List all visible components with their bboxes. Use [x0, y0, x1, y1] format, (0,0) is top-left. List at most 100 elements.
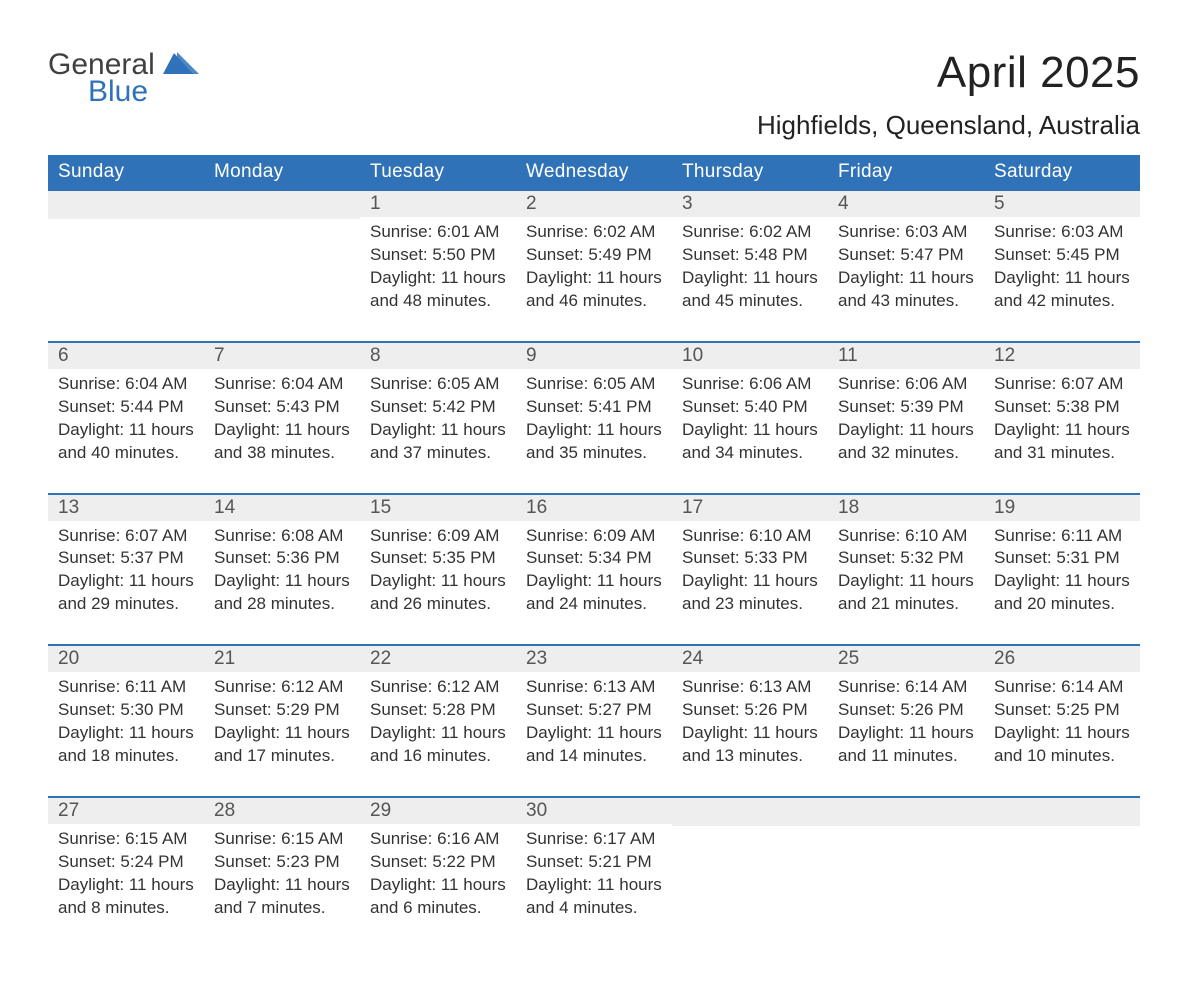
day-cell	[48, 190, 204, 342]
day-cell: 30Sunrise: 6:17 AMSunset: 5:21 PMDayligh…	[516, 797, 672, 948]
daylight-text: Daylight: 11 hours and 6 minutes.	[370, 874, 506, 920]
daylight-text: Daylight: 11 hours and 40 minutes.	[58, 419, 194, 465]
day-cell: 14Sunrise: 6:08 AMSunset: 5:36 PMDayligh…	[204, 494, 360, 646]
day-number: 9	[516, 343, 672, 369]
sunrise-text: Sunrise: 6:08 AM	[214, 525, 350, 548]
sunset-text: Sunset: 5:26 PM	[682, 699, 818, 722]
day-content: Sunrise: 6:11 AMSunset: 5:31 PMDaylight:…	[984, 521, 1140, 617]
day-content: Sunrise: 6:12 AMSunset: 5:28 PMDaylight:…	[360, 672, 516, 768]
sunrise-text: Sunrise: 6:05 AM	[526, 373, 662, 396]
sunrise-text: Sunrise: 6:11 AM	[58, 676, 194, 699]
daylight-text: Daylight: 11 hours and 13 minutes.	[682, 722, 818, 768]
day-number: 21	[204, 646, 360, 672]
day-content: Sunrise: 6:13 AMSunset: 5:27 PMDaylight:…	[516, 672, 672, 768]
sunset-text: Sunset: 5:30 PM	[58, 699, 194, 722]
day-cell: 15Sunrise: 6:09 AMSunset: 5:35 PMDayligh…	[360, 494, 516, 646]
sunrise-text: Sunrise: 6:06 AM	[838, 373, 974, 396]
daylight-text: Daylight: 11 hours and 26 minutes.	[370, 570, 506, 616]
sunrise-text: Sunrise: 6:07 AM	[58, 525, 194, 548]
daylight-text: Daylight: 11 hours and 21 minutes.	[838, 570, 974, 616]
day-number: 4	[828, 191, 984, 217]
day-content: Sunrise: 6:13 AMSunset: 5:26 PMDaylight:…	[672, 672, 828, 768]
day-content: Sunrise: 6:09 AMSunset: 5:34 PMDaylight:…	[516, 521, 672, 617]
daylight-text: Daylight: 11 hours and 37 minutes.	[370, 419, 506, 465]
day-number: 14	[204, 495, 360, 521]
sunset-text: Sunset: 5:50 PM	[370, 244, 506, 267]
sunrise-text: Sunrise: 6:09 AM	[526, 525, 662, 548]
day-cell: 23Sunrise: 6:13 AMSunset: 5:27 PMDayligh…	[516, 645, 672, 797]
sail-icon	[163, 52, 199, 74]
day-cell: 10Sunrise: 6:06 AMSunset: 5:40 PMDayligh…	[672, 342, 828, 494]
daylight-text: Daylight: 11 hours and 48 minutes.	[370, 267, 506, 313]
sunset-text: Sunset: 5:22 PM	[370, 851, 506, 874]
day-content: Sunrise: 6:16 AMSunset: 5:22 PMDaylight:…	[360, 824, 516, 920]
daylight-text: Daylight: 11 hours and 11 minutes.	[838, 722, 974, 768]
daylight-text: Daylight: 11 hours and 18 minutes.	[58, 722, 194, 768]
day-content: Sunrise: 6:03 AMSunset: 5:45 PMDaylight:…	[984, 217, 1140, 313]
daylight-text: Daylight: 11 hours and 14 minutes.	[526, 722, 662, 768]
day-number: 24	[672, 646, 828, 672]
sunrise-text: Sunrise: 6:13 AM	[682, 676, 818, 699]
sunrise-text: Sunrise: 6:12 AM	[214, 676, 350, 699]
week-row: 1Sunrise: 6:01 AMSunset: 5:50 PMDaylight…	[48, 190, 1140, 342]
location-text: Highfields, Queensland, Australia	[757, 110, 1140, 141]
sunset-text: Sunset: 5:23 PM	[214, 851, 350, 874]
header-row: General Blue April 2025 Highfields, Quee…	[48, 48, 1140, 149]
sunset-text: Sunset: 5:48 PM	[682, 244, 818, 267]
day-cell: 17Sunrise: 6:10 AMSunset: 5:33 PMDayligh…	[672, 494, 828, 646]
day-content: Sunrise: 6:07 AMSunset: 5:38 PMDaylight:…	[984, 369, 1140, 465]
sunset-text: Sunset: 5:36 PM	[214, 547, 350, 570]
calendar-page: General Blue April 2025 Highfields, Quee…	[0, 0, 1188, 988]
logo-text: General Blue	[48, 48, 199, 105]
day-content: Sunrise: 6:04 AMSunset: 5:43 PMDaylight:…	[204, 369, 360, 465]
day-content: Sunrise: 6:07 AMSunset: 5:37 PMDaylight:…	[48, 521, 204, 617]
sunrise-text: Sunrise: 6:11 AM	[994, 525, 1130, 548]
sunrise-text: Sunrise: 6:03 AM	[838, 221, 974, 244]
day-cell	[828, 797, 984, 948]
sunset-text: Sunset: 5:29 PM	[214, 699, 350, 722]
sunset-text: Sunset: 5:41 PM	[526, 396, 662, 419]
sunset-text: Sunset: 5:28 PM	[370, 699, 506, 722]
day-number: 7	[204, 343, 360, 369]
sunrise-text: Sunrise: 6:14 AM	[838, 676, 974, 699]
day-cell: 6Sunrise: 6:04 AMSunset: 5:44 PMDaylight…	[48, 342, 204, 494]
day-content: Sunrise: 6:10 AMSunset: 5:32 PMDaylight:…	[828, 521, 984, 617]
sunrise-text: Sunrise: 6:12 AM	[370, 676, 506, 699]
weekday-thursday: Thursday	[672, 155, 828, 190]
daylight-text: Daylight: 11 hours and 10 minutes.	[994, 722, 1130, 768]
day-number: 12	[984, 343, 1140, 369]
daylight-text: Daylight: 11 hours and 43 minutes.	[838, 267, 974, 313]
sunrise-text: Sunrise: 6:17 AM	[526, 828, 662, 851]
title-block: April 2025 Highfields, Queensland, Austr…	[757, 48, 1140, 149]
day-cell: 16Sunrise: 6:09 AMSunset: 5:34 PMDayligh…	[516, 494, 672, 646]
day-content: Sunrise: 6:12 AMSunset: 5:29 PMDaylight:…	[204, 672, 360, 768]
day-cell: 24Sunrise: 6:13 AMSunset: 5:26 PMDayligh…	[672, 645, 828, 797]
day-content: Sunrise: 6:09 AMSunset: 5:35 PMDaylight:…	[360, 521, 516, 617]
day-content: Sunrise: 6:05 AMSunset: 5:41 PMDaylight:…	[516, 369, 672, 465]
day-content: Sunrise: 6:17 AMSunset: 5:21 PMDaylight:…	[516, 824, 672, 920]
week-row: 27Sunrise: 6:15 AMSunset: 5:24 PMDayligh…	[48, 797, 1140, 948]
day-cell: 7Sunrise: 6:04 AMSunset: 5:43 PMDaylight…	[204, 342, 360, 494]
day-number: 17	[672, 495, 828, 521]
daylight-text: Daylight: 11 hours and 4 minutes.	[526, 874, 662, 920]
day-content: Sunrise: 6:08 AMSunset: 5:36 PMDaylight:…	[204, 521, 360, 617]
day-number: 23	[516, 646, 672, 672]
sunrise-text: Sunrise: 6:09 AM	[370, 525, 506, 548]
sunrise-text: Sunrise: 6:13 AM	[526, 676, 662, 699]
day-number: 10	[672, 343, 828, 369]
daylight-text: Daylight: 11 hours and 16 minutes.	[370, 722, 506, 768]
calendar-table: SundayMondayTuesdayWednesdayThursdayFrid…	[48, 155, 1140, 948]
weekday-sunday: Sunday	[48, 155, 204, 190]
day-number: 11	[828, 343, 984, 369]
sunrise-text: Sunrise: 6:15 AM	[58, 828, 194, 851]
sunrise-text: Sunrise: 6:02 AM	[526, 221, 662, 244]
day-number: 13	[48, 495, 204, 521]
sunset-text: Sunset: 5:39 PM	[838, 396, 974, 419]
day-number: 16	[516, 495, 672, 521]
daylight-text: Daylight: 11 hours and 34 minutes.	[682, 419, 818, 465]
sunrise-text: Sunrise: 6:04 AM	[58, 373, 194, 396]
day-cell: 8Sunrise: 6:05 AMSunset: 5:42 PMDaylight…	[360, 342, 516, 494]
sunset-text: Sunset: 5:24 PM	[58, 851, 194, 874]
day-cell: 19Sunrise: 6:11 AMSunset: 5:31 PMDayligh…	[984, 494, 1140, 646]
day-cell	[984, 797, 1140, 948]
